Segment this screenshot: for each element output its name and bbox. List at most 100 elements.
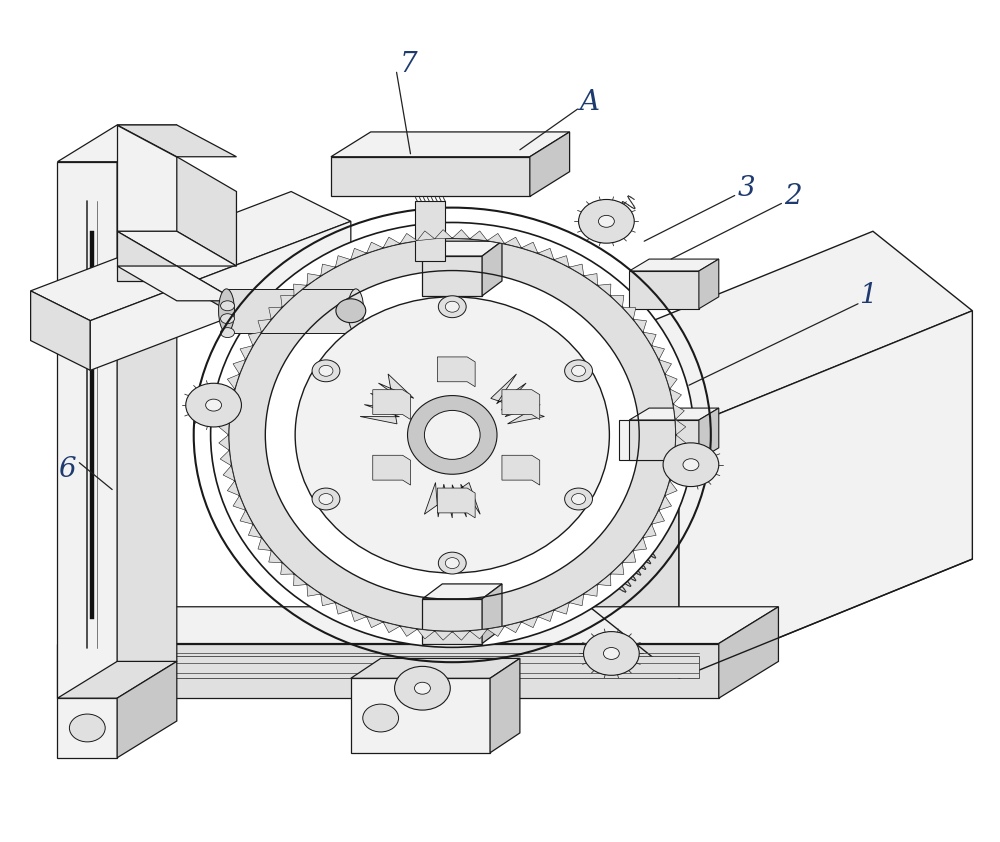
Ellipse shape bbox=[663, 443, 719, 487]
Ellipse shape bbox=[319, 493, 333, 504]
Ellipse shape bbox=[221, 314, 234, 323]
Ellipse shape bbox=[438, 552, 466, 574]
Ellipse shape bbox=[319, 365, 333, 376]
Polygon shape bbox=[675, 435, 686, 450]
Ellipse shape bbox=[584, 632, 639, 675]
Ellipse shape bbox=[395, 666, 450, 710]
Polygon shape bbox=[569, 264, 584, 276]
Polygon shape bbox=[219, 419, 229, 435]
Ellipse shape bbox=[336, 299, 366, 322]
Polygon shape bbox=[220, 404, 231, 419]
Polygon shape bbox=[487, 233, 505, 243]
Polygon shape bbox=[335, 603, 351, 614]
Polygon shape bbox=[117, 232, 236, 266]
Polygon shape bbox=[220, 450, 231, 466]
Polygon shape bbox=[248, 332, 261, 345]
Ellipse shape bbox=[221, 328, 234, 338]
Polygon shape bbox=[629, 271, 699, 309]
Polygon shape bbox=[117, 125, 177, 232]
Polygon shape bbox=[719, 607, 778, 698]
Ellipse shape bbox=[219, 289, 234, 333]
Polygon shape bbox=[679, 311, 972, 679]
Text: 2: 2 bbox=[785, 183, 802, 210]
Polygon shape bbox=[227, 289, 356, 333]
Polygon shape bbox=[633, 319, 647, 332]
Ellipse shape bbox=[445, 301, 459, 312]
Polygon shape bbox=[233, 360, 246, 374]
Polygon shape bbox=[643, 525, 656, 538]
Polygon shape bbox=[335, 256, 351, 267]
Polygon shape bbox=[538, 610, 554, 621]
Polygon shape bbox=[321, 594, 335, 605]
Ellipse shape bbox=[408, 396, 497, 474]
Ellipse shape bbox=[572, 493, 586, 504]
Polygon shape bbox=[470, 629, 487, 639]
Polygon shape bbox=[57, 607, 778, 643]
Polygon shape bbox=[584, 274, 598, 285]
Ellipse shape bbox=[206, 399, 222, 411]
Ellipse shape bbox=[438, 296, 466, 317]
Polygon shape bbox=[258, 538, 271, 551]
Polygon shape bbox=[452, 230, 470, 239]
Polygon shape bbox=[699, 259, 719, 309]
Ellipse shape bbox=[598, 216, 614, 227]
Polygon shape bbox=[400, 233, 417, 243]
Polygon shape bbox=[373, 390, 411, 419]
Polygon shape bbox=[482, 584, 502, 643]
Polygon shape bbox=[629, 420, 699, 460]
Polygon shape bbox=[233, 496, 246, 510]
Polygon shape bbox=[490, 658, 520, 753]
Polygon shape bbox=[177, 266, 236, 316]
Ellipse shape bbox=[683, 459, 699, 471]
Polygon shape bbox=[117, 266, 236, 301]
Polygon shape bbox=[219, 435, 229, 450]
Ellipse shape bbox=[186, 383, 241, 427]
Polygon shape bbox=[281, 296, 294, 307]
Polygon shape bbox=[670, 466, 681, 481]
Polygon shape bbox=[177, 157, 236, 266]
Polygon shape bbox=[673, 404, 684, 419]
Polygon shape bbox=[643, 332, 656, 345]
Polygon shape bbox=[57, 162, 117, 698]
Polygon shape bbox=[31, 191, 351, 321]
Polygon shape bbox=[633, 538, 647, 551]
Polygon shape bbox=[437, 488, 475, 518]
Polygon shape bbox=[422, 584, 502, 599]
Polygon shape bbox=[117, 662, 177, 758]
Polygon shape bbox=[417, 629, 435, 639]
Polygon shape bbox=[227, 374, 239, 389]
Ellipse shape bbox=[211, 222, 694, 647]
Polygon shape bbox=[622, 307, 636, 319]
Polygon shape bbox=[580, 350, 679, 679]
Polygon shape bbox=[622, 551, 636, 562]
Ellipse shape bbox=[312, 360, 340, 381]
Polygon shape bbox=[610, 562, 624, 574]
Polygon shape bbox=[248, 525, 261, 538]
Polygon shape bbox=[31, 290, 90, 370]
Polygon shape bbox=[538, 248, 554, 259]
Ellipse shape bbox=[603, 647, 619, 659]
Polygon shape bbox=[367, 242, 383, 253]
Polygon shape bbox=[598, 284, 611, 296]
Polygon shape bbox=[117, 125, 177, 698]
Polygon shape bbox=[90, 232, 94, 619]
Polygon shape bbox=[367, 616, 383, 627]
Polygon shape bbox=[629, 408, 719, 420]
Polygon shape bbox=[90, 221, 351, 370]
Polygon shape bbox=[665, 374, 677, 389]
Polygon shape bbox=[502, 456, 540, 485]
Polygon shape bbox=[670, 389, 681, 404]
Polygon shape bbox=[652, 345, 664, 360]
Polygon shape bbox=[530, 132, 570, 196]
Polygon shape bbox=[307, 584, 321, 596]
Polygon shape bbox=[699, 408, 719, 460]
Polygon shape bbox=[598, 574, 611, 586]
Polygon shape bbox=[435, 631, 452, 640]
Polygon shape bbox=[240, 345, 253, 360]
Polygon shape bbox=[554, 603, 569, 614]
Polygon shape bbox=[505, 622, 521, 632]
Polygon shape bbox=[281, 562, 294, 574]
Ellipse shape bbox=[348, 289, 364, 333]
Polygon shape bbox=[307, 274, 321, 285]
Polygon shape bbox=[675, 419, 686, 435]
